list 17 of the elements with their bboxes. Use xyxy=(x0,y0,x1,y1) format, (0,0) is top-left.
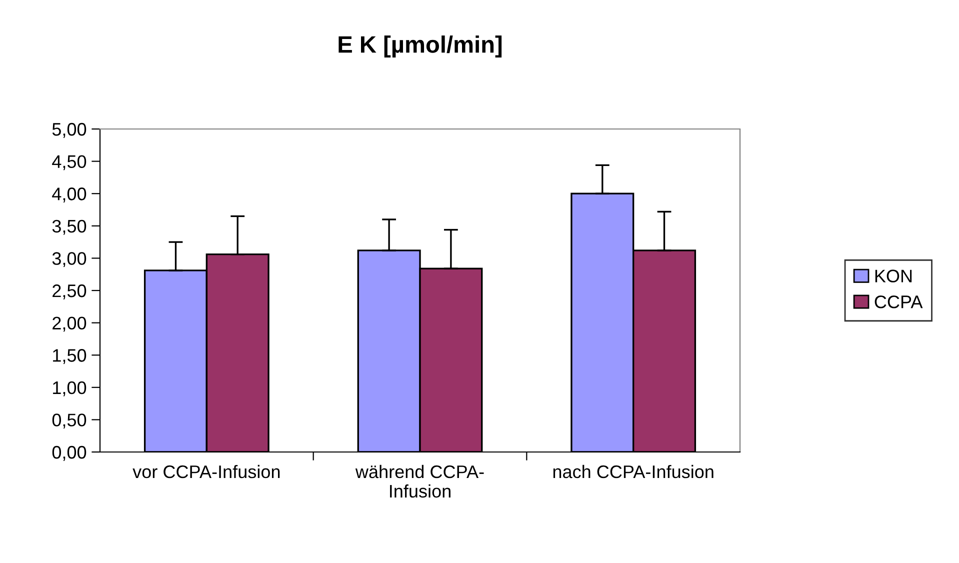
y-tick-label: 0,50 xyxy=(52,414,86,429)
y-tick-label: 1,50 xyxy=(53,349,86,364)
y-tick-label: 3,50 xyxy=(52,220,86,235)
x-tick-label: nach CCPA-Infusion xyxy=(553,464,714,478)
y-tick-label: 2,50 xyxy=(52,284,86,300)
legend-label: CCPA xyxy=(874,295,923,308)
y-tick-label: 4,50 xyxy=(52,155,86,170)
y-tick-label: 5,00 xyxy=(52,122,86,138)
chart-title: E K [µmol/min] xyxy=(338,36,502,58)
y-tick-label: 3,00 xyxy=(52,252,86,268)
y-tick-label: 1,00 xyxy=(53,381,86,396)
legend-label: KON xyxy=(875,270,912,282)
y-tick-label: 2,00 xyxy=(52,316,86,332)
y-tick-label: 0,00 xyxy=(52,446,86,461)
x-tick-label: vor CCPA-Infusion xyxy=(132,464,280,478)
y-tick-label: 4,00 xyxy=(52,188,86,202)
x-tick-label: während CCPA- Infusion xyxy=(355,464,484,498)
